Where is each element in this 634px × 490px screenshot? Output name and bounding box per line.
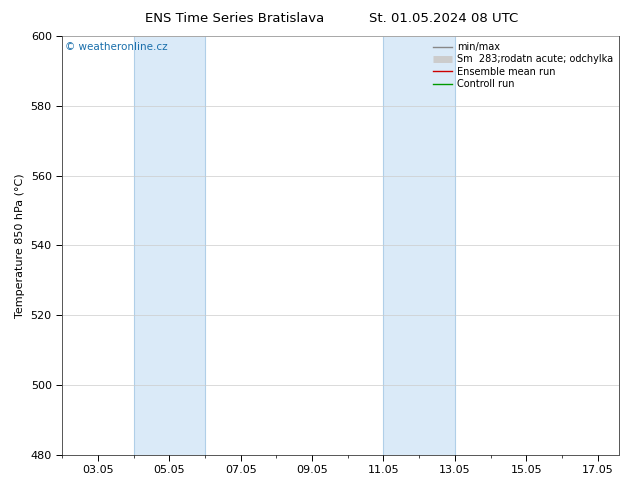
Bar [134, 36, 205, 455]
Legend: min/max, Sm  283;rodatn acute; odchylka, Ensemble mean run, Controll run: min/max, Sm 283;rodatn acute; odchylka, … [430, 39, 616, 92]
Text: © weatheronline.cz: © weatheronline.cz [65, 43, 167, 52]
Y-axis label: Temperature 850 hPa (°C): Temperature 850 hPa (°C) [15, 173, 25, 318]
Text: ENS Time Series Bratislava: ENS Time Series Bratislava [145, 12, 324, 25]
Bar [384, 36, 455, 455]
Text: St. 01.05.2024 08 UTC: St. 01.05.2024 08 UTC [369, 12, 519, 25]
